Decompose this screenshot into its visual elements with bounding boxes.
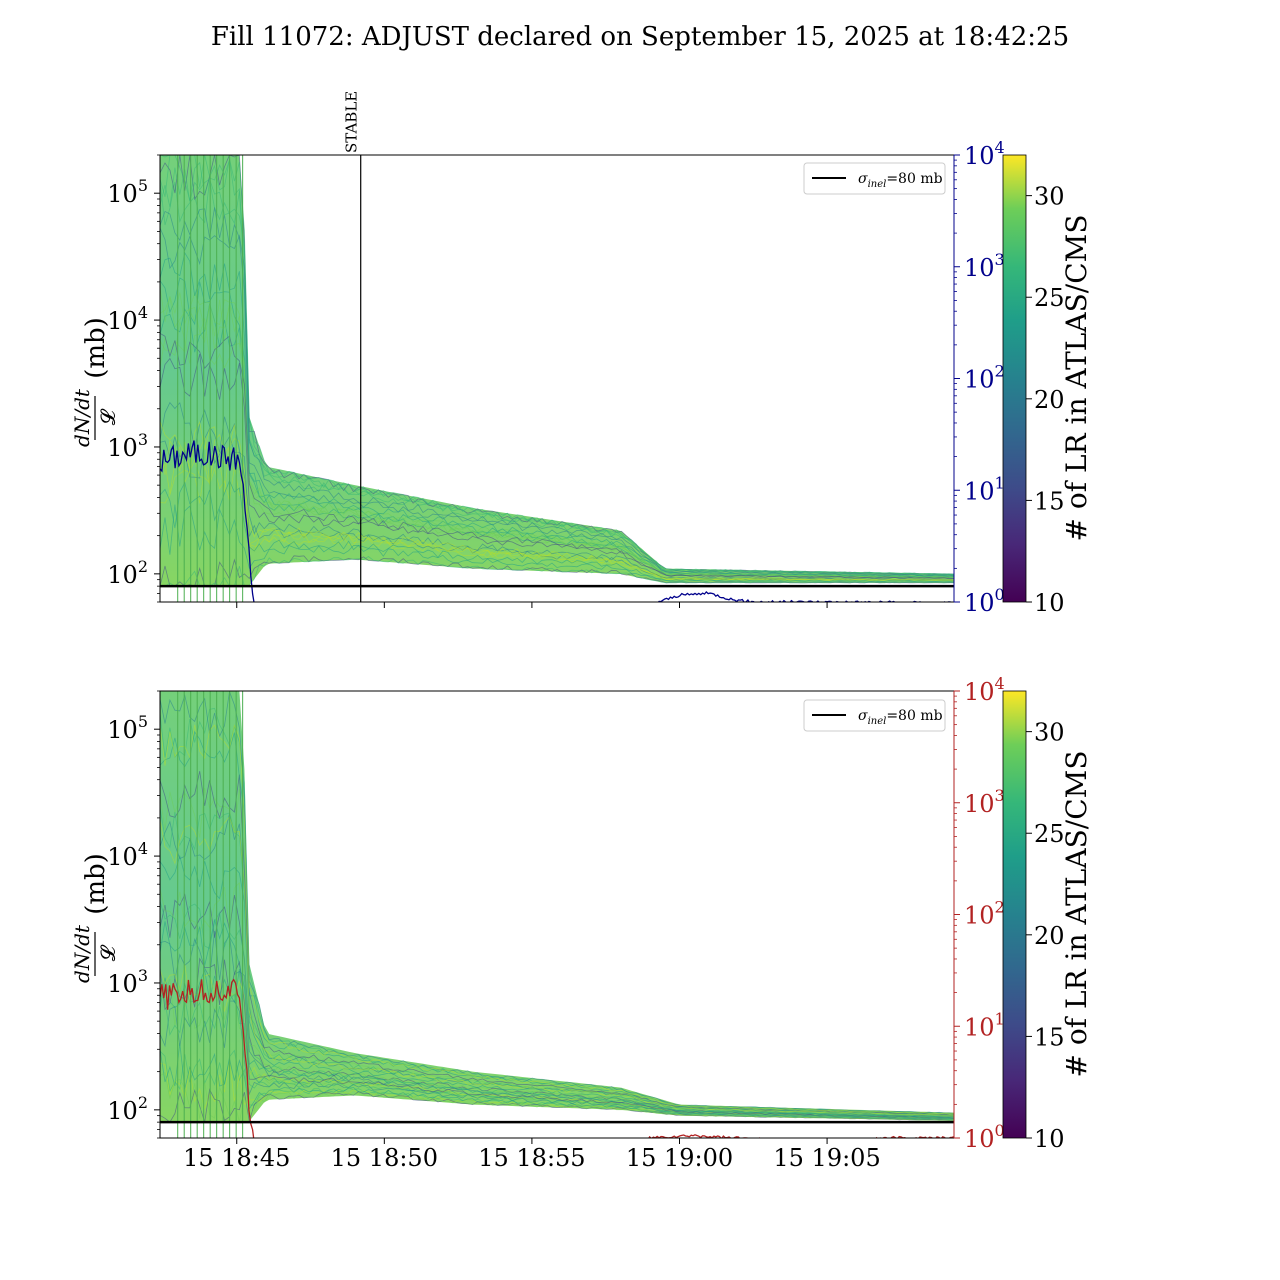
bottom-legend-rest: =80 mb (886, 708, 942, 724)
bottom-ylabel: dN/dt 𝓛 (mb) (70, 853, 120, 983)
bot-colorbar-tick-label: 25 (1034, 820, 1065, 848)
top-legend: σinel=80 mb (803, 162, 946, 195)
bot-xtick-label: 15 19:00 (626, 1144, 733, 1172)
top-colorbar-ticks: 10 15 20 25 30 (1026, 183, 1065, 617)
bottom-colorbar-label: # of LR in ATLAS/CMS (1060, 750, 1093, 1077)
top-band-line (160, 207, 954, 577)
top-band-line (160, 286, 954, 578)
bot-band-line (160, 957, 954, 1119)
bot-ytick-label: 105 (107, 712, 148, 744)
bot-band-line (160, 1071, 954, 1123)
bottom-ylabel-denominator: 𝓛 (96, 944, 120, 961)
bot-colorbar-tick-label: 30 (1034, 719, 1065, 747)
bot-xtick-label: 15 19:05 (773, 1144, 880, 1172)
bot-right-ytick-label: 100 (964, 1121, 1005, 1153)
bot-xtick-label: 15 18:55 (478, 1144, 585, 1172)
top-colorbar-tick-label: 10 (1034, 589, 1065, 617)
top-ylabel-denominator: 𝓛 (96, 408, 120, 425)
bottom-ylabel-unit: (mb) (81, 853, 111, 915)
top-band-line (160, 180, 954, 576)
top-right-ticks: 100 101 102 103 104 (953, 138, 1005, 617)
top-left-ticks: 102 103 104 105 (107, 154, 160, 603)
bot-ytick-label: 103 (107, 966, 148, 998)
top-colorbar-tick-label: 30 (1034, 183, 1065, 211)
bottom-ylabel-numerator: dN/dt (70, 924, 94, 983)
bottom-legend-sigma: σ (858, 708, 868, 724)
top-ylabel: dN/dt 𝓛 (mb) (70, 317, 120, 447)
top-band-line (160, 251, 954, 578)
bot-right-ytick-label: 104 (964, 674, 1005, 706)
bot-band-envelope (160, 691, 954, 1123)
top-ytick-label: 105 (107, 176, 148, 208)
svg-text:σinel=80 mb: σinel=80 mb (858, 171, 943, 190)
bot-ytick-label: 104 (107, 839, 148, 871)
bottom-spikes (177, 691, 244, 1138)
bot-band-line (160, 724, 954, 1115)
top-legend-rest: =80 mb (886, 171, 942, 187)
bottom-left-ticks: 102 103 104 105 (107, 690, 160, 1139)
bot-colorbar-tick-label: 20 (1034, 922, 1065, 950)
top-band-line (160, 223, 954, 577)
bot-right-ytick-label: 101 (964, 1009, 1005, 1041)
top-band-line (160, 479, 954, 583)
top-band-line (160, 433, 954, 581)
top-band-line (160, 155, 954, 575)
svg-text:σinel=80 mb: σinel=80 mb (858, 708, 943, 727)
top-right-ytick-label: 101 (964, 473, 1005, 505)
bot-right-ytick-label: 103 (964, 786, 1005, 818)
top-legend-sub: inel (868, 179, 887, 190)
top-series-band (160, 155, 954, 587)
figure-title: Fill 11072: ADJUST declared on September… (211, 22, 1069, 52)
top-band-line (160, 556, 954, 587)
top-ylabel-unit: (mb) (81, 317, 111, 379)
bot-right-ytick-label: 102 (964, 898, 1005, 930)
top-colorbar-tick-label: 15 (1034, 487, 1065, 515)
top-band-line (160, 155, 954, 576)
top-right-ytick-label: 102 (964, 362, 1005, 394)
top-ytick-label: 103 (107, 430, 148, 462)
top-colorbar-tick-label: 20 (1034, 386, 1065, 414)
top-ytick-label: 104 (107, 303, 148, 335)
top-colorbar-label: # of LR in ATLAS/CMS (1060, 214, 1093, 541)
top-x-ticks (236, 602, 828, 608)
bot-band-line (160, 900, 954, 1118)
bot-colorbar-tick-label: 10 (1034, 1125, 1065, 1153)
bot-band-line (160, 813, 954, 1116)
top-ytick-label: 102 (107, 557, 148, 589)
bottom-right-ticks: 100 101 102 103 104 (953, 674, 1005, 1153)
top-band-line (160, 421, 954, 581)
bot-band-line (160, 993, 954, 1120)
top-spikes (177, 155, 244, 602)
top-right-ytick-label: 100 (964, 585, 1005, 617)
bot-xtick-label: 15 18:45 (183, 1144, 290, 1172)
bottom-legend: σinel=80 mb (803, 699, 946, 732)
top-band-line (160, 504, 954, 583)
bottom-x-ticks: 15 18:45 15 18:50 15 18:55 15 19:00 15 19:05 (183, 1138, 881, 1172)
top-band-line (160, 332, 954, 579)
bottom-series-band (160, 691, 954, 1123)
bot-band-line (160, 730, 954, 1115)
bot-xtick-label: 15 18:50 (331, 1144, 438, 1172)
bot-ytick-label: 102 (107, 1093, 148, 1125)
bot-band-line (160, 816, 954, 1116)
top-colorbar-tick-label: 25 (1034, 284, 1065, 312)
top-panel: STABLE 102 103 104 105 100 101 102 103 104 σine… (70, 91, 1093, 617)
bottom-colorbar-ticks: 10 15 20 25 30 (1026, 719, 1065, 1153)
top-legend-sigma: σ (858, 171, 868, 187)
top-ylabel-numerator: dN/dt (70, 388, 94, 447)
top-stable-label: STABLE (343, 91, 361, 153)
bottom-colorbar (1002, 690, 1027, 1139)
top-colorbar (1002, 154, 1027, 603)
bottom-legend-sub: inel (868, 716, 887, 727)
bot-band-line (160, 919, 954, 1119)
top-right-ytick-label: 103 (964, 250, 1005, 282)
top-right-ytick-label: 104 (964, 138, 1005, 170)
bot-colorbar-tick-label: 15 (1034, 1023, 1065, 1051)
bot-band-line (160, 691, 954, 1114)
